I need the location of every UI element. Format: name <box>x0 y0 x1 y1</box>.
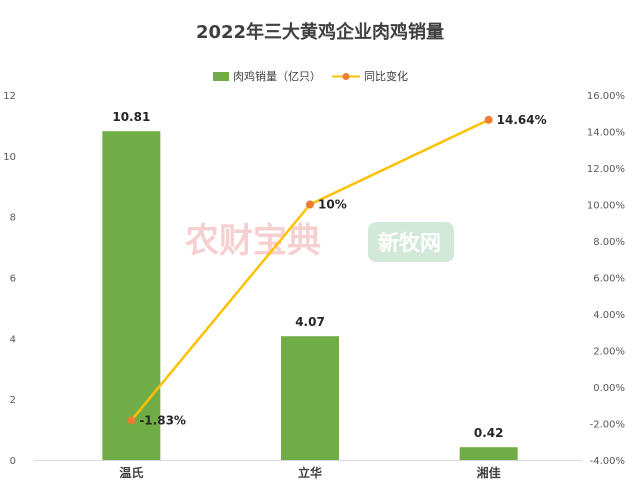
watermark-left: 农财宝典 <box>185 221 321 261</box>
watermark-right: 新牧网 <box>368 222 454 262</box>
bar <box>102 131 161 460</box>
bar-data-label: 10.81 <box>112 110 150 124</box>
legend: 肉鸡销量（亿只） 同比变化 <box>213 69 408 83</box>
right-axis-tick-label: 10.00% <box>587 201 625 212</box>
category-label: 立华 <box>298 465 322 480</box>
line-data-label: 10% <box>318 198 347 212</box>
category-label: 温氏 <box>119 465 143 480</box>
line-data-label: 14.64% <box>497 113 547 127</box>
line-series <box>127 115 493 425</box>
legend-bar-swatch <box>213 72 229 81</box>
left-axis-tick-label: 2 <box>10 395 16 406</box>
right-axis-tick-label: 8.00% <box>593 237 625 248</box>
legend-line-label: 同比变化 <box>364 69 408 83</box>
left-axis-tick-label: 12 <box>3 91 16 102</box>
bar-data-label: 4.07 <box>295 315 325 329</box>
right-axis-tick-label: 0.00% <box>593 383 625 394</box>
left-axis-ticks: 0 2 4 6 8 10 12 <box>3 91 16 467</box>
line-point <box>127 416 136 425</box>
right-axis-tick-label: -2.00% <box>590 420 625 431</box>
right-axis-tick-label: 2.00% <box>593 347 625 358</box>
left-axis-tick-label: 10 <box>3 152 16 163</box>
left-axis-tick-label: 8 <box>10 213 16 224</box>
bar-data-label: 0.42 <box>474 426 504 440</box>
bar <box>281 336 339 460</box>
category-label: 湘佳 <box>477 465 501 480</box>
right-axis-tick-label: 12.00% <box>587 164 625 175</box>
line-point <box>306 200 314 209</box>
left-axis-tick-label: 0 <box>10 456 16 467</box>
right-axis-tick-label: 14.00% <box>587 128 625 139</box>
line-point <box>484 115 493 124</box>
right-axis-tick-label: 6.00% <box>593 274 625 285</box>
line-data-label: -1.83% <box>139 413 186 427</box>
right-axis-tick-label: 4.00% <box>593 310 625 321</box>
category-labels: 温氏 立华 湘佳 <box>119 465 500 480</box>
legend-line-marker <box>342 73 350 80</box>
left-axis-tick-label: 4 <box>10 334 16 345</box>
chart-title: 2022年三大黄鸡企业肉鸡销量 <box>196 21 444 43</box>
svg-text:农财宝典: 农财宝典 <box>185 221 321 261</box>
right-axis-tick-label: 16.00% <box>587 91 625 102</box>
left-axis-tick-label: 6 <box>10 274 16 285</box>
bar-data-labels: 10.81 4.07 0.42 <box>112 110 503 440</box>
svg-text:新牧网: 新牧网 <box>378 231 441 255</box>
bar <box>459 447 518 460</box>
legend-bar-label: 肉鸡销量（亿只） <box>233 69 321 83</box>
right-axis-ticks: -4.00% -2.00% 0.00% 2.00% 4.00% 6.00% 8.00% 10.… <box>587 91 625 467</box>
right-axis-tick-label: -4.00% <box>590 456 625 467</box>
bars <box>102 131 518 460</box>
line-data-labels: -1.83% 10% 14.64% <box>139 113 546 428</box>
